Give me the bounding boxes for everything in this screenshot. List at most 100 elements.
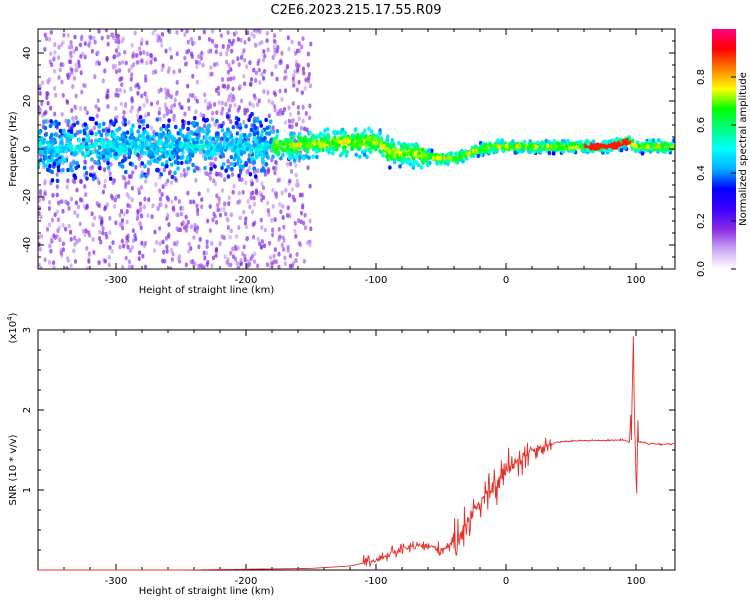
spectrogram-cell: [225, 216, 229, 222]
spectrogram-cell: [281, 203, 285, 209]
spectrogram-cell: [114, 92, 118, 98]
spectrogram-cell: [297, 79, 301, 85]
spectrogram-cell: [561, 149, 565, 154]
spectrogram-cell: [194, 59, 199, 65]
spectrogram-cell: [283, 147, 288, 153]
spectrogram-cell: [517, 148, 521, 153]
spectrogram-cell: [287, 105, 291, 111]
spectrogram-cell: [96, 50, 100, 56]
spectrogram-cell: [455, 152, 460, 157]
spectrogram-cell: [370, 135, 375, 140]
spectrogram-cell: [304, 77, 308, 83]
spectrogram-cell: [242, 48, 246, 54]
spectrogram-cell: [164, 143, 169, 148]
spectrogram-cell: [151, 70, 156, 75]
spectrogram-cell: [173, 176, 177, 182]
spectrogram-cell: [288, 124, 292, 129]
spectrogram-cell: [101, 226, 105, 231]
spectrogram-cell: [81, 228, 86, 234]
spectrogram-cell: [76, 213, 80, 219]
spectrogram-cell: [79, 36, 84, 42]
spectrogram-cell: [104, 29, 109, 33]
spectrogram-cell: [301, 36, 305, 42]
spectrogram-cell: [136, 113, 140, 119]
spectrogram-cell: [102, 167, 107, 173]
spectrogram-cell: [578, 144, 583, 149]
spectrogram-cell: [248, 150, 253, 155]
spectrogram-cell: [288, 213, 292, 219]
spectrogram-cell: [38, 141, 42, 146]
spectrogram-cell: [295, 178, 299, 184]
spectrogram-cell: [283, 120, 288, 126]
spectrogram-cell: [168, 144, 173, 149]
spectrogram-cell: [90, 211, 94, 217]
spectrogram-cell: [308, 83, 313, 89]
spectrogram-cell: [155, 146, 159, 152]
spectrogram-cell: [160, 192, 164, 197]
spectrogram-cell: [179, 160, 184, 166]
spectrogram-cell: [106, 104, 110, 109]
spectrogram-cell: [138, 106, 142, 111]
spectrogram-cell: [78, 42, 83, 48]
spectrogram-cell: [146, 146, 150, 151]
spectrogram-cell: [161, 184, 165, 190]
spectrogram-cell: [267, 98, 271, 104]
spectrogram-cell: [248, 165, 252, 170]
spectrogram-cell: [556, 142, 561, 147]
spectrogram-cell: [260, 244, 264, 250]
spectrogram-cell: [80, 144, 84, 150]
spectrogram-cell: [238, 122, 242, 128]
spectrogram-cell: [237, 173, 241, 179]
spectrogram-cell: [508, 141, 512, 147]
spectrogram-cell: [146, 167, 151, 173]
spectrogram-cell: [52, 68, 57, 74]
spectrogram-cell: [270, 260, 274, 266]
spectrogram-cell: [143, 91, 147, 97]
spectrogram-cell: [491, 146, 495, 151]
spectrogram-cell: [238, 176, 242, 182]
spectrogram-cell: [256, 236, 260, 242]
colorbar-tick-label: 0.6: [696, 117, 707, 133]
spectrogram-cell: [161, 239, 165, 245]
spectrogram-cell: [326, 134, 331, 140]
spectrogram-cell: [181, 119, 185, 124]
spectrogram-cell: [407, 142, 411, 148]
spectrogram-cell: [271, 154, 275, 159]
spectrogram-cell: [162, 249, 166, 255]
spectrogram-cell: [367, 126, 371, 131]
spectrogram-cell: [211, 217, 215, 223]
spectrogram-cell: [229, 212, 233, 218]
spectrogram-cell: [252, 201, 257, 207]
spectrogram-cell: [38, 90, 42, 96]
spectrogram-cell: [289, 169, 294, 174]
spectrogram-cell: [282, 246, 286, 252]
spectrogram-cell: [191, 73, 195, 79]
spectrogram-cell: [226, 174, 231, 179]
spectrogram-cell: [140, 161, 145, 166]
spectrogram-cell: [164, 87, 168, 93]
spectrogram-cell: [234, 234, 239, 239]
spectrogram-cell: [214, 246, 219, 252]
spectrogram-cell: [299, 44, 304, 50]
spectrogram-cell: [57, 55, 61, 60]
spectrogram-cell: [237, 225, 241, 231]
spectrogram-cell: [530, 144, 535, 149]
spectrogram-cell: [660, 143, 665, 148]
spectrogram-cell: [125, 209, 129, 214]
spectrogram-cell: [38, 130, 42, 135]
spectrogram-cell: [365, 140, 369, 145]
spectrogram-cell: [61, 241, 66, 247]
spectrogram-cell: [291, 118, 295, 123]
spectrogram-cell: [180, 29, 184, 33]
spectrogram-cell: [192, 40, 196, 46]
spectrogram-cell: [50, 169, 54, 175]
spectrogram-cell: [219, 149, 224, 154]
spectrogram-cell: [354, 144, 359, 149]
spectrogram-cell: [273, 247, 277, 252]
spectrogram-cell: [179, 172, 183, 178]
spectrogram-cell: [193, 261, 197, 267]
spectrogram-cell: [301, 118, 305, 124]
spectrogram-cell: [139, 185, 144, 190]
spectrogram-cell: [220, 100, 225, 106]
